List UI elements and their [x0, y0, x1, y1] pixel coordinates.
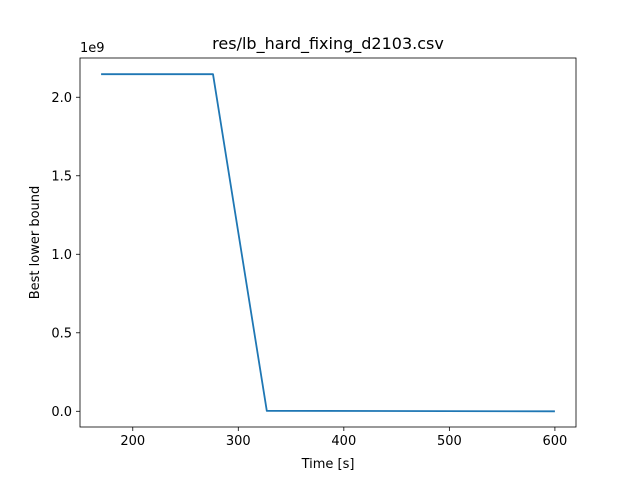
series-line-0 — [101, 73, 555, 413]
x-tick-label: 200 — [120, 434, 145, 449]
series-layer — [101, 73, 555, 413]
plot-area-frame — [79, 57, 577, 428]
y-tick-label: 2.0 — [51, 91, 72, 106]
y-tick-label: 1.5 — [51, 169, 72, 184]
x-axis-ticks: 200 300 400 500 600 — [120, 427, 567, 449]
y-axis-ticks: 0.0 0.5 1.0 1.5 2.0 — [51, 91, 80, 420]
y-axis-scale-label: 1e9 — [80, 41, 105, 56]
x-tick-label: 400 — [331, 434, 356, 449]
y-tick-label: 0.0 — [51, 405, 72, 420]
x-tick-label: 600 — [542, 434, 567, 449]
y-tick-label: 0.5 — [51, 326, 72, 341]
y-tick-label: 1.0 — [51, 248, 72, 263]
chart-title: res/lb_hard_fixing_d2103.csv — [212, 34, 444, 54]
x-tick-label: 300 — [226, 434, 251, 449]
x-axis-label: Time [s] — [301, 457, 355, 472]
y-axis-label: Best lower bound — [28, 186, 43, 300]
x-tick-label: 500 — [437, 434, 462, 449]
